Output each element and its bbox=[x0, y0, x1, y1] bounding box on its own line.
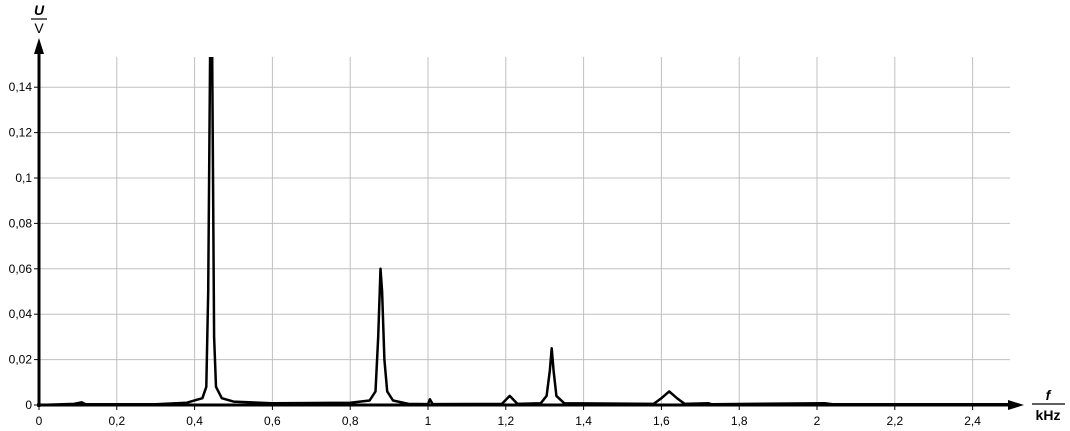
x-axis-arrow bbox=[1008, 400, 1024, 410]
x-tick-label: 2,4 bbox=[964, 414, 981, 428]
x-tick-label: 2 bbox=[814, 414, 821, 428]
x-label-symbol: f bbox=[1046, 387, 1052, 403]
x-tick-label: 0,4 bbox=[186, 414, 203, 428]
x-tick-label: 1,4 bbox=[575, 414, 592, 428]
x-tick-label: 2,2 bbox=[886, 414, 903, 428]
y-tick-label: 0,06 bbox=[9, 262, 33, 276]
x-tick-label: 0,2 bbox=[108, 414, 125, 428]
y-tick-label: 0,08 bbox=[9, 216, 33, 230]
grid bbox=[39, 57, 1010, 405]
x-tick-label: 1,6 bbox=[653, 414, 670, 428]
y-tick-label: 0,02 bbox=[9, 353, 33, 367]
y-axis-arrow bbox=[34, 38, 44, 54]
y-label-symbol: U bbox=[34, 2, 45, 18]
y-tick-label: 0,04 bbox=[9, 307, 33, 321]
y-tick-label: 0,12 bbox=[9, 126, 33, 140]
x-tick-label: 0,8 bbox=[342, 414, 359, 428]
x-tick-label: 1 bbox=[425, 414, 432, 428]
y-tick-label: 0 bbox=[25, 398, 32, 412]
x-tick-label: 0,6 bbox=[264, 414, 281, 428]
spectrum-line bbox=[39, 57, 1012, 407]
ticks: 0 0,2 0,4 0,6 0,8 1 1,2 1,4 1,6 1,8 2 2,2 2,4 0 0,02 0,… bbox=[9, 80, 982, 428]
x-tick-label: 0 bbox=[36, 414, 43, 428]
y-label-unit: V bbox=[34, 20, 44, 36]
y-tick-label: 0,14 bbox=[9, 80, 33, 94]
x-tick-label: 1,8 bbox=[731, 414, 748, 428]
x-tick-label: 1,2 bbox=[497, 414, 514, 428]
y-tick-label: 0,1 bbox=[15, 171, 32, 185]
x-label-unit: kHz bbox=[1036, 407, 1061, 423]
